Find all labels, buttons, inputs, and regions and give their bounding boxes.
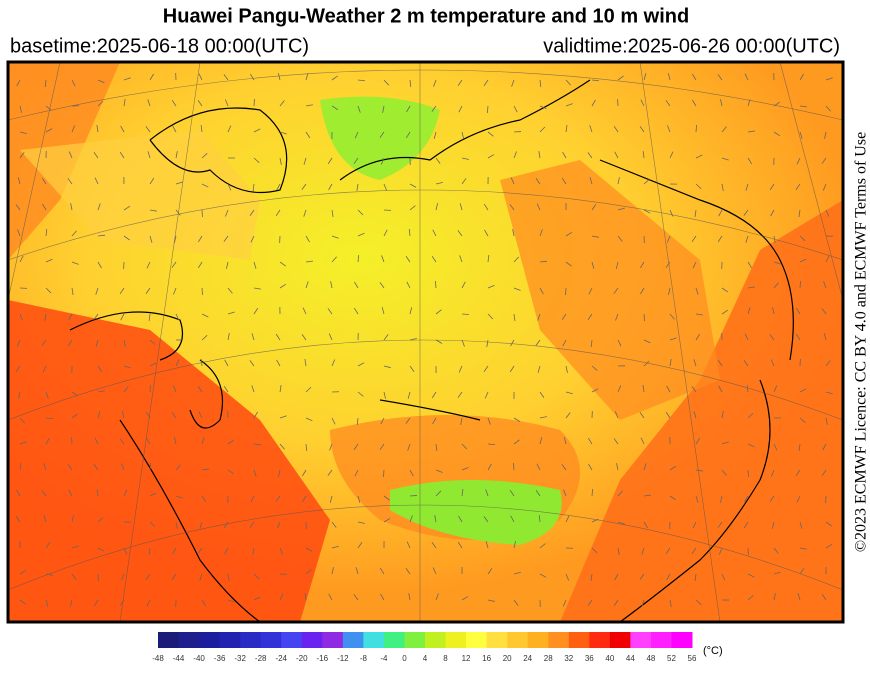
colorbar-tick-label: -12 (337, 654, 349, 663)
colorbar-segment (671, 632, 692, 648)
colorbar-segment (589, 632, 610, 648)
colorbar-tick-label: 28 (544, 654, 553, 663)
title: Huawei Pangu-Weather 2 m temperature and… (163, 5, 689, 27)
colorbar-tick-label: -16 (317, 654, 329, 663)
wind-arrow (383, 470, 384, 477)
wind-arrow (150, 463, 151, 470)
colorbar-tick-label: -24 (275, 654, 287, 663)
colorbar-segment (343, 632, 364, 648)
colorbar-tick-label: -28 (255, 654, 267, 663)
colorbar-segment (425, 632, 446, 648)
colorbar-tick-label: 8 (443, 654, 448, 663)
colorbar-segment (569, 632, 590, 648)
colorbar-segment (199, 632, 220, 648)
colorbar-segment (302, 632, 323, 648)
colorbar-segment (281, 632, 302, 648)
colorbar-segment (548, 632, 569, 648)
colorbar-segment (446, 632, 467, 648)
colorbar-segment (507, 632, 528, 648)
colorbar-tick-label: 36 (585, 654, 594, 663)
colorbar-tick-label: -44 (173, 654, 185, 663)
colorbar-segment (261, 632, 282, 648)
colorbar-segment (179, 632, 200, 648)
licence: ©2023 ECMWF Licence: CC BY 4.0 and ECMWF… (853, 132, 870, 552)
wind-arrow (748, 470, 749, 477)
wind-arrow (462, 314, 469, 315)
colorbar-tick-label: 40 (605, 654, 614, 663)
wind-arrow (513, 463, 514, 470)
colorbar-tick-label: -40 (193, 654, 205, 663)
colorbar-unit: (°C) (703, 645, 723, 657)
colorbar-tick-label: 32 (564, 654, 573, 663)
validtime: validtime:2025-06-26 00:00(UTC) (543, 35, 840, 57)
colorbar-tick-label: -48 (152, 654, 164, 663)
colorbar-segment (630, 632, 651, 648)
colorbar-tick-label: 52 (667, 654, 676, 663)
colorbar-tick-label: 12 (462, 654, 471, 663)
colorbar-tick-label: -4 (380, 654, 388, 663)
colorbar-tick-label: 44 (626, 654, 635, 663)
colorbar-tick-label: 4 (423, 654, 428, 663)
map (8, 62, 843, 622)
colorbar-segment (466, 632, 487, 648)
colorbar-segment (220, 632, 241, 648)
basetime: basetime:2025-06-18 00:00(UTC) (10, 35, 309, 57)
colorbar-tick-label: -36 (214, 654, 226, 663)
colorbar-segment (240, 632, 261, 648)
colorbar-segment (384, 632, 405, 648)
colorbar-segment (610, 632, 631, 648)
colorbar-tick-label: 20 (503, 654, 512, 663)
colorbar-tick-label: 16 (482, 654, 491, 663)
colorbar-tick-label: -32 (234, 654, 246, 663)
colorbar-segment (322, 632, 343, 648)
colorbar-segment (363, 632, 384, 648)
colorbar-segment (487, 632, 508, 648)
colorbar-tick-label: 24 (523, 654, 532, 663)
colorbar-segment (158, 632, 179, 648)
colorbar-tick-label: 0 (402, 654, 407, 663)
colorbar-tick-label: -20 (296, 654, 308, 663)
colorbar-tick-label: 56 (688, 654, 697, 663)
colorbar-segment (651, 632, 672, 648)
wind-arrow (696, 125, 697, 132)
colorbar-segment (528, 632, 549, 648)
colorbar-tick-label: -8 (360, 654, 368, 663)
colorbar-segment (404, 632, 425, 648)
colorbar-tick-label: 48 (646, 654, 655, 663)
